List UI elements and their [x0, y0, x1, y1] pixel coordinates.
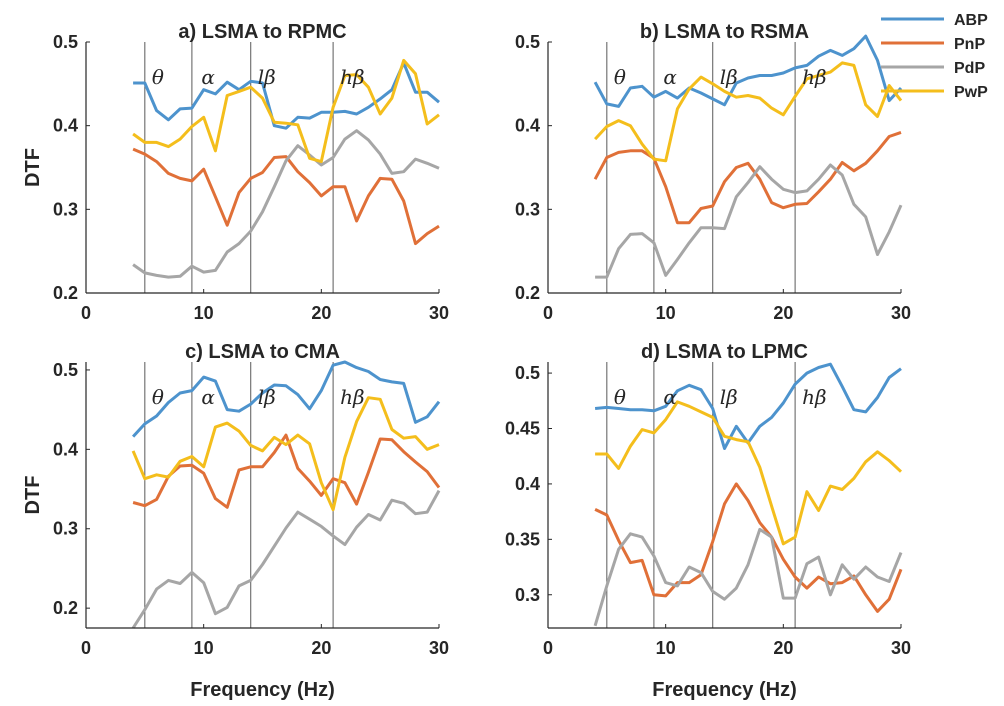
- chart-panel-4: 0 10 20 30 0.3 0.35 0.4 0.45 0.5 d) LSMA to LPMC θ…: [505, 341, 911, 701]
- series-line-abp: [593, 34, 903, 108]
- chart-title: d) LSMA to LPMC: [641, 341, 808, 363]
- y-tick-label: 0.5: [515, 32, 540, 52]
- series-line-pdp: [595, 163, 903, 279]
- series-line-pwp: [132, 58, 440, 164]
- x-tick-label: 10: [194, 638, 214, 658]
- legend-label-pdp: PdP: [954, 60, 985, 77]
- series-line-pdp: [131, 489, 441, 629]
- series-line-pwp: [131, 396, 440, 512]
- x-tick-label: 20: [773, 303, 793, 323]
- band-label: α: [201, 65, 215, 89]
- x-tick-label: 20: [311, 303, 331, 323]
- chart-panel-1: 0 10 20 30 0.2 0.3 0.4 0.5 a) LSMA to RPMC θ α lβ hβ…: [22, 21, 449, 323]
- chart-title: b) LSMA to RSMA: [640, 21, 809, 43]
- band-label: α: [663, 385, 677, 409]
- legend-label-abp: ABP: [954, 12, 988, 29]
- x-tick-label: 0: [543, 638, 553, 658]
- series-line-pwp: [595, 400, 903, 546]
- y-tick-label: 0.4: [515, 116, 540, 136]
- x-tick-label: 20: [773, 638, 793, 658]
- band-label: α: [663, 65, 677, 89]
- legend-label-pwp: PwP: [954, 84, 988, 101]
- band-label: hβ: [340, 65, 364, 89]
- x-tick-label: 0: [543, 303, 553, 323]
- band-label: hβ: [340, 385, 364, 409]
- y-tick-label: 0.4: [515, 474, 540, 494]
- band-label: α: [201, 385, 215, 409]
- x-tick-label: 30: [891, 638, 911, 658]
- chart-title: a) LSMA to RPMC: [178, 21, 346, 43]
- y-tick-label: 0.4: [53, 439, 78, 459]
- band-label: hβ: [802, 385, 826, 409]
- band-label: lβ: [720, 65, 738, 89]
- y-tick-label: 0.2: [53, 283, 78, 303]
- series-line-pnp: [132, 147, 440, 246]
- legend: ABP PnP PdP PwP: [881, 12, 988, 101]
- legend-label-pnp: PnP: [954, 36, 985, 53]
- series-line-pwp: [594, 61, 903, 163]
- x-axis-label: Frequency (Hz): [652, 679, 796, 701]
- x-axis-label: Frequency (Hz): [190, 679, 334, 701]
- x-tick-label: 20: [311, 638, 331, 658]
- x-tick-label: 30: [429, 638, 449, 658]
- y-tick-label: 0.5: [53, 32, 78, 52]
- band-label: lβ: [720, 385, 738, 409]
- band-label: lβ: [258, 65, 276, 89]
- x-tick-label: 0: [81, 303, 91, 323]
- x-tick-label: 30: [429, 303, 449, 323]
- x-tick-label: 10: [194, 303, 214, 323]
- y-tick-label: 0.3: [53, 519, 78, 539]
- series-line-abp: [133, 61, 440, 130]
- band-label: lβ: [258, 385, 276, 409]
- x-tick-label: 0: [81, 638, 91, 658]
- series-line-pnp: [132, 433, 441, 509]
- y-tick-label: 0.35: [505, 529, 540, 549]
- series-line-pnp: [594, 482, 903, 613]
- series-line-abp: [131, 360, 441, 438]
- x-tick-label: 10: [656, 303, 676, 323]
- chart-title: c) LSMA to CMA: [185, 341, 340, 363]
- series-line-pnp: [593, 130, 902, 225]
- series-line-abp: [594, 362, 902, 450]
- y-tick-label: 0.45: [505, 419, 540, 439]
- chart-panel-2: 0 10 20 30 0.2 0.3 0.4 0.5 b) LSMA to RSMA θ α lβ hβ: [515, 21, 911, 323]
- y-tick-label: 0.3: [53, 199, 78, 219]
- y-tick-label: 0.5: [53, 360, 78, 380]
- band-label: hβ: [802, 65, 826, 89]
- y-tick-label: 0.3: [515, 585, 540, 605]
- x-tick-label: 30: [891, 303, 911, 323]
- chart-panel-3: 0 10 20 30 0.2 0.3 0.4 0.5 c) LSMA to CMA θ α lβ hβ D…: [22, 341, 449, 701]
- series-line-pdp: [132, 129, 440, 279]
- y-tick-label: 0.4: [53, 116, 78, 136]
- series-line-pdp: [593, 527, 903, 627]
- y-tick-label: 0.2: [515, 283, 540, 303]
- band-label: θ: [152, 65, 164, 89]
- y-tick-label: 0.2: [53, 598, 78, 618]
- y-tick-label: 0.5: [515, 363, 540, 383]
- band-label: θ: [614, 385, 626, 409]
- y-axis-label: DTF: [22, 148, 44, 187]
- x-tick-label: 10: [656, 638, 676, 658]
- band-label: θ: [152, 385, 164, 409]
- y-axis-label: DTF: [22, 476, 44, 515]
- y-tick-label: 0.3: [515, 199, 540, 219]
- band-label: θ: [614, 65, 626, 89]
